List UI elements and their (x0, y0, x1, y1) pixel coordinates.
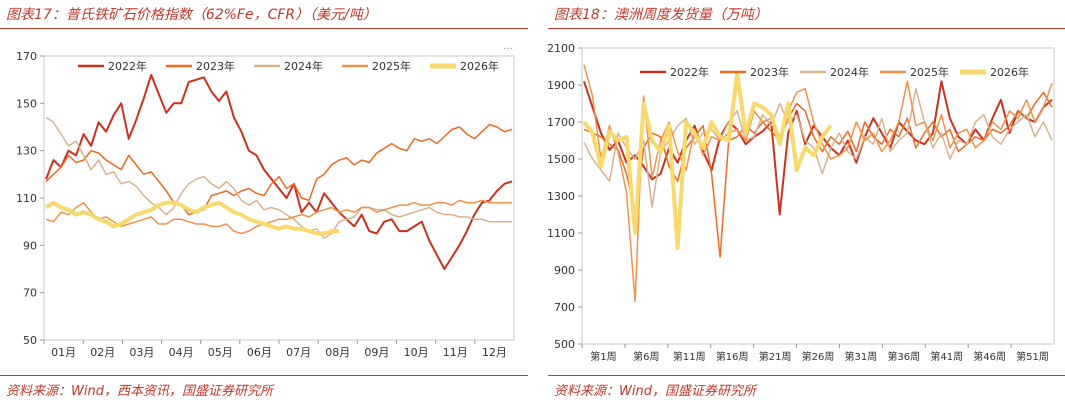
y-tick-label: 70 (23, 287, 37, 300)
y-tick-label: 110 (16, 192, 37, 205)
x-tick-label: 第26周 (802, 350, 835, 363)
x-tick-label: 12月 (482, 346, 507, 359)
x-tick-label: 10月 (404, 346, 429, 359)
y-tick-label: 90 (23, 239, 37, 252)
x-tick-label: 第36周 (887, 350, 920, 363)
x-tick-label: 11月 (443, 346, 468, 359)
x-tick-label: 01月 (51, 346, 76, 359)
x-tick-label: 03月 (129, 346, 154, 359)
chart-panel-iron-ore-price: 图表17：普氏铁矿石价格指数（62%Fe，CFR）（美元/吨） 50 70 90 11… (0, 0, 528, 402)
legend-label: 2025年 (910, 65, 949, 79)
series-line (44, 200, 340, 236)
series-line (45, 73, 513, 270)
plot-frame (581, 47, 1055, 345)
series-line (583, 64, 1053, 303)
series-line (582, 71, 833, 250)
legend-label: 2024年 (830, 65, 869, 79)
series-line (45, 199, 512, 235)
x-tick-label: 第11周 (673, 350, 706, 363)
source-note: 资料来源：Wind，国盛证券研究所 (554, 384, 756, 399)
source-divider (0, 375, 528, 376)
legend-label: 2025年 (372, 59, 411, 73)
figure-title: 图表18：澳洲周度发货量（万吨） (554, 7, 768, 23)
chart-panel-australia-shipments: 图表18：澳洲周度发货量（万吨） 500 700 900 1100 1300 1500 17… (548, 0, 1065, 402)
series-line (45, 116, 512, 239)
iron-ore-price-chart: 50 70 90 110 130 150 170 01月 02月 03月 04月 05月 06月 07月 0… (16, 44, 515, 359)
title-divider (548, 28, 1065, 29)
legend-label: 2022年 (670, 65, 709, 79)
x-tick-label: 第46周 (973, 350, 1006, 363)
y-tick-label: 1500 (548, 153, 575, 166)
x-tick-label: 06月 (247, 346, 272, 359)
australia-shipment-chart: 500 700 900 1100 1300 1500 1700 1900 2100 第1周 第6周 第… (548, 42, 1055, 363)
legend-label: 2023年 (196, 59, 235, 73)
x-tick-label: 第6周 (633, 350, 659, 363)
title-divider (0, 28, 528, 29)
y-tick-label: 1900 (548, 79, 575, 92)
x-tick-label: 04月 (169, 346, 194, 359)
legend-label: 2026年 (990, 65, 1029, 79)
series-line (45, 123, 513, 216)
legend-label: 2023年 (750, 65, 789, 79)
x-tick-label: 第21周 (759, 350, 792, 363)
y-tick-label: 2100 (548, 42, 575, 55)
plot-frame (43, 55, 515, 341)
x-tick-label: 07月 (286, 346, 311, 359)
y-tick-label: 1700 (548, 116, 575, 129)
y-tick-label: 130 (16, 145, 37, 158)
y-tick-label: 170 (16, 50, 37, 63)
more-options-icon: ··· (503, 44, 513, 55)
y-tick-label: 1300 (548, 190, 575, 203)
x-tick-label: 第51周 (1016, 350, 1049, 363)
legend-label: 2024年 (284, 59, 323, 73)
x-tick-label: 第31周 (845, 350, 878, 363)
y-tick-label: 1100 (548, 227, 575, 240)
x-tick-label: 第16周 (716, 350, 749, 363)
x-tick-label: 09月 (364, 346, 389, 359)
y-tick-label: 900 (554, 264, 575, 277)
legend-label: 2026年 (460, 59, 499, 73)
x-tick-label: 第1周 (590, 350, 616, 363)
y-tick-label: 50 (23, 334, 37, 347)
x-tick-label: 02月 (90, 346, 115, 359)
source-note: 资料来源：Wind，西本资讯，国盛证券研究所 (6, 384, 273, 399)
x-tick-label: 05月 (208, 346, 233, 359)
y-tick-label: 150 (16, 97, 37, 110)
y-tick-label: 700 (554, 301, 575, 314)
x-tick-label: 08月 (325, 346, 350, 359)
x-tick-label: 第41周 (930, 350, 963, 363)
y-tick-label: 500 (554, 338, 575, 351)
source-divider (548, 375, 1065, 376)
legend-label: 2022年 (108, 59, 147, 73)
figure-title: 图表17：普氏铁矿石价格指数（62%Fe，CFR）（美元/吨） (6, 7, 377, 23)
